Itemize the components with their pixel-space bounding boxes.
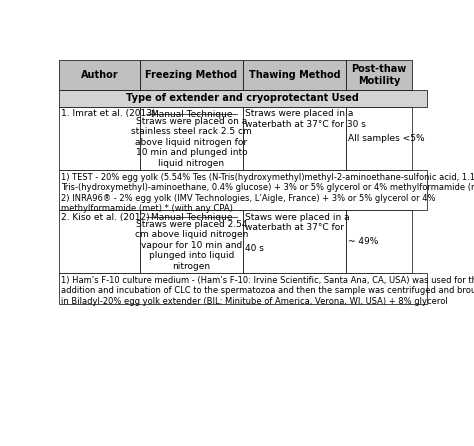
FancyBboxPatch shape	[59, 210, 140, 273]
FancyBboxPatch shape	[59, 170, 427, 210]
Text: Post-thaw
Motility: Post-thaw Motility	[351, 64, 407, 86]
Text: Type of extender and cryoprotectant Used: Type of extender and cryoprotectant Used	[127, 93, 359, 103]
FancyBboxPatch shape	[243, 107, 346, 170]
FancyBboxPatch shape	[59, 107, 140, 170]
Text: ~ 49%: ~ 49%	[348, 237, 378, 246]
Text: Straws were placed in a
waterbath at 37°C for 30 s: Straws were placed in a waterbath at 37°…	[245, 110, 366, 129]
Text: 1) Ham’s F-10 culture medium - (Ham’s F-10: Irvine Scientific, Santa Ana, CA, US: 1) Ham’s F-10 culture medium - (Ham’s F-…	[62, 276, 474, 306]
Text: Freezing Method: Freezing Method	[146, 70, 237, 80]
FancyBboxPatch shape	[346, 210, 412, 273]
Text: 2. Kiso et al. (2012): 2. Kiso et al. (2012)	[62, 213, 150, 222]
Text: Straws were placed on a
stainless steel rack 2.5 cm
above liquid nitrogen for
10: Straws were placed on a stainless steel …	[131, 117, 252, 168]
Text: 1. Imrat et al. (2013): 1. Imrat et al. (2013)	[62, 110, 156, 119]
FancyBboxPatch shape	[140, 60, 243, 90]
FancyBboxPatch shape	[140, 107, 243, 170]
Text: Author: Author	[81, 70, 118, 80]
FancyBboxPatch shape	[346, 107, 412, 170]
FancyBboxPatch shape	[243, 210, 346, 273]
Text: Thawing Method: Thawing Method	[248, 70, 340, 80]
FancyBboxPatch shape	[59, 90, 427, 107]
Text: All samples <5%: All samples <5%	[348, 134, 425, 143]
Text: Straws were placed 2.54
cm above liquid nitrogen
vapour for 10 min and
plunged i: Straws were placed 2.54 cm above liquid …	[135, 220, 248, 271]
Text: Staws were placed in a
waterbath at 37°C for

40 s: Staws were placed in a waterbath at 37°C…	[245, 213, 350, 253]
FancyBboxPatch shape	[243, 60, 346, 90]
Text: 1) TEST - 20% egg yolk (5.54% Tes (N-Tris(hydroxymethyl)methyl-2-aminoethane-sul: 1) TEST - 20% egg yolk (5.54% Tes (N-Tri…	[62, 173, 474, 213]
Text: Manual Technique: Manual Technique	[151, 213, 232, 222]
FancyBboxPatch shape	[59, 60, 140, 90]
FancyBboxPatch shape	[140, 210, 243, 273]
FancyBboxPatch shape	[346, 60, 412, 90]
Text: Manual Technique: Manual Technique	[151, 110, 232, 119]
FancyBboxPatch shape	[59, 273, 427, 304]
